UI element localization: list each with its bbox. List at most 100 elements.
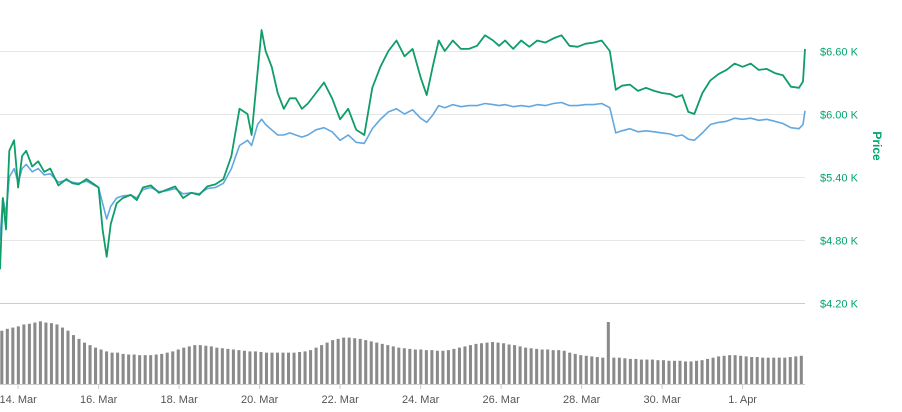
volume-bar — [502, 343, 506, 384]
volume-bar — [116, 352, 120, 384]
volume-bar — [66, 330, 70, 384]
volume-bar — [595, 357, 599, 384]
volume-bar — [750, 357, 754, 384]
volume-bar — [408, 348, 412, 384]
volume-bar — [38, 321, 42, 384]
volume-bar — [0, 330, 4, 384]
volume-bar — [551, 350, 555, 384]
x-tick-label: 26. Mar — [482, 394, 520, 406]
volume-bar — [5, 328, 9, 384]
volume-bar — [99, 349, 103, 384]
volume-bar — [634, 358, 638, 384]
x-tick-label: 24. Mar — [402, 394, 440, 406]
volume-bar — [711, 357, 715, 384]
volume-bar — [27, 323, 31, 384]
volume-bar — [529, 348, 533, 384]
volume-bar — [413, 349, 417, 384]
volume-bar — [584, 355, 588, 384]
volume-bar — [11, 327, 15, 384]
volume-bar — [739, 355, 743, 384]
volume-bar — [590, 356, 594, 384]
volume-bar — [60, 327, 64, 384]
volume-bar — [347, 337, 351, 384]
volume-bar — [165, 352, 169, 384]
volume-bar — [358, 338, 362, 384]
volume-bar — [761, 357, 765, 384]
volume-bar — [579, 355, 583, 384]
y-tick-label: $4.80 K — [820, 236, 859, 248]
volume-bar — [204, 345, 208, 384]
volume-bar — [209, 346, 213, 384]
volume-bar — [353, 338, 357, 384]
volume-bar — [645, 359, 649, 384]
volume-bar — [83, 342, 87, 384]
volume-bar — [121, 353, 125, 384]
volume-bar — [105, 351, 109, 384]
volume-bar — [755, 357, 759, 384]
series-line-blue — [0, 101, 806, 241]
volume-bar — [639, 359, 643, 384]
y-tick-label: $4.20 K — [820, 299, 859, 311]
volume-bar — [402, 348, 406, 384]
volume-bar — [601, 357, 605, 384]
volume-bar — [446, 350, 450, 384]
volume-bar — [485, 342, 489, 384]
volume-bar — [375, 342, 379, 384]
volume-bar — [794, 356, 798, 384]
volume-bar — [287, 352, 291, 384]
volume-bar — [138, 355, 142, 384]
volume-bar — [303, 351, 307, 384]
volume-bar — [628, 358, 632, 384]
volume-bar — [242, 350, 246, 384]
volume-bar — [132, 354, 136, 384]
volume-bar — [650, 359, 654, 384]
volume-bar — [336, 338, 340, 384]
price-series — [0, 29, 806, 270]
volume-bar — [49, 323, 53, 384]
volume-bar — [684, 361, 688, 384]
volume-bar — [777, 357, 781, 384]
volume-bar — [546, 349, 550, 384]
x-tick-label: 18. Mar — [160, 394, 198, 406]
volume-bars — [0, 321, 803, 384]
volume-bar — [540, 349, 544, 384]
volume-bar — [154, 354, 158, 384]
volume-bar — [562, 350, 566, 384]
x-axis-ticks: 14. Mar 16. Mar 18. Mar 20. Mar 22. Mar 24. M… — [0, 384, 757, 406]
volume-bar — [292, 352, 296, 384]
volume-bar — [435, 350, 439, 384]
volume-bar — [55, 324, 59, 384]
volume-bar — [77, 338, 81, 384]
volume-bar — [424, 350, 428, 384]
volume-bar — [16, 326, 20, 384]
volume-bar — [364, 340, 368, 384]
volume-bar — [298, 352, 302, 384]
volume-bar — [149, 355, 153, 384]
volume-bar — [474, 343, 478, 384]
volume-bar — [468, 345, 472, 384]
volume-bar — [452, 348, 456, 384]
volume-bar — [22, 324, 26, 384]
volume-bar — [386, 345, 390, 384]
volume-bar — [573, 353, 577, 384]
volume-bar — [215, 347, 219, 384]
volume-bar — [617, 357, 621, 384]
y-tick-label: $5.40 K — [820, 173, 859, 185]
volume-bar — [656, 360, 660, 384]
volume-bar — [706, 358, 710, 384]
volume-bar — [661, 360, 665, 384]
volume-bar — [391, 346, 395, 384]
volume-bar — [110, 352, 114, 384]
volume-bar — [491, 341, 495, 384]
y-axis-ticks: $4.20 K $4.80 K $5.40 K $6.00 K $6.60 K — [820, 47, 859, 311]
volume-bar — [270, 352, 274, 384]
volume-bar — [430, 350, 434, 384]
volume-bar — [220, 348, 224, 384]
volume-bar — [744, 356, 748, 384]
volume-bar — [342, 337, 346, 384]
volume-bar — [695, 360, 699, 384]
volume-bar — [457, 347, 461, 384]
volume-bar — [198, 345, 202, 384]
volume-bar — [535, 348, 539, 384]
